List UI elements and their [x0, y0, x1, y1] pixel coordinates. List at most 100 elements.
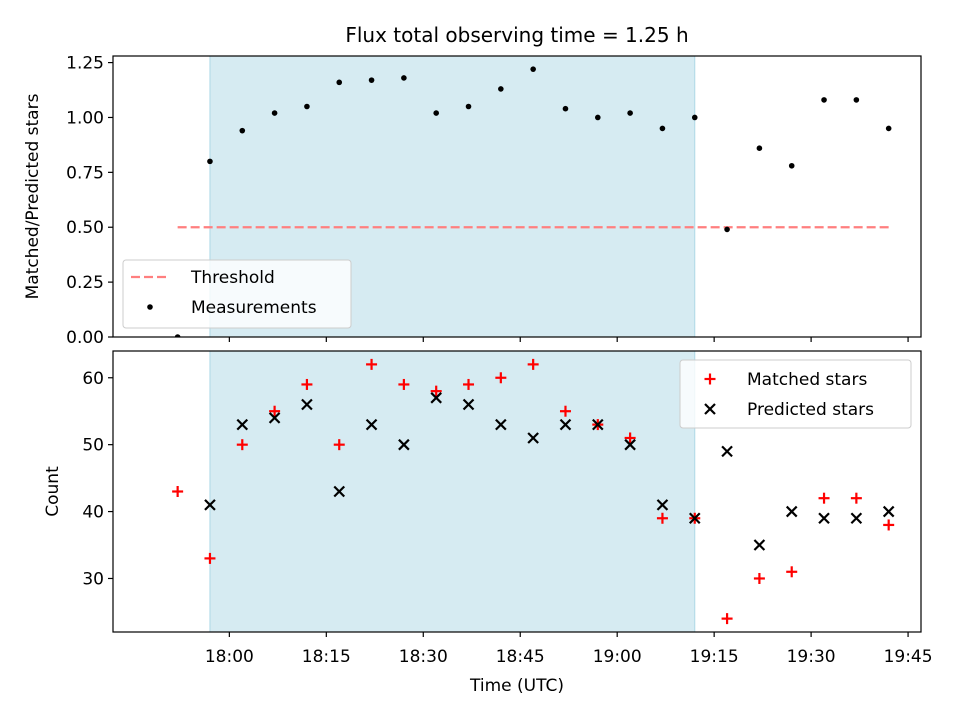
- predicted-star-point: [721, 445, 733, 458]
- matched-star-point: [269, 405, 281, 417]
- measurement-point: [724, 226, 730, 233]
- predicted-star-point: [527, 432, 539, 444]
- legend-label: Threshold: [190, 268, 275, 288]
- predicted-star-point: [850, 512, 863, 525]
- measurement-point: [595, 114, 601, 121]
- bottom-shaded-interval: [209, 350, 696, 633]
- predicted-star-point: [785, 505, 798, 518]
- predicted-star-point: [882, 505, 895, 518]
- matched-star-point: [333, 439, 345, 451]
- matched-star-point: [301, 378, 313, 390]
- measurement-point: [530, 66, 536, 72]
- matched-star-point: [172, 486, 184, 497]
- matched-star-point: [398, 378, 410, 390]
- predicted-star-point: [365, 418, 378, 431]
- measurement-point: [691, 114, 698, 121]
- measurement-point: [336, 79, 343, 86]
- top-y-tick-label: 1.00: [66, 108, 104, 128]
- top-data-marks: [174, 66, 892, 337]
- x-tick-label: 19:00: [593, 647, 642, 667]
- measurement-point: [304, 103, 310, 110]
- x-axis-label: Time (UTC): [469, 676, 564, 696]
- measurement-point: [659, 125, 666, 132]
- legend-measurement-swatch: [147, 304, 153, 310]
- bottom-panel: 30 40 50 60 18:00 18:15 18:30 18:45 19:00 19:15 19…: [43, 350, 933, 667]
- legend-label: Measurements: [191, 298, 317, 318]
- measurement-point: [368, 77, 375, 83]
- predicted-star-point: [301, 398, 313, 411]
- measurement-point: [465, 103, 472, 110]
- x-tick-label: 18:00: [205, 647, 254, 667]
- bottom-y-tick-label: 40: [82, 503, 104, 523]
- top-y-axis-label: Matched/Predicted stars: [23, 93, 43, 299]
- top-y-tick-label: 0.50: [66, 218, 104, 238]
- chart-title: Flux total observing time = 1.25 h: [345, 23, 688, 47]
- predicted-star-point: [430, 392, 442, 404]
- matched-star-point: [430, 385, 442, 397]
- top-y-tick-label: 0.75: [66, 163, 104, 183]
- measurement-point: [627, 110, 633, 116]
- measurement-point: [498, 86, 504, 92]
- matched-star-point: [721, 613, 733, 625]
- predicted-star-point: [268, 412, 281, 424]
- bottom-legend: Matched stars Predicted stars: [679, 359, 912, 429]
- predicted-star-point: [495, 418, 507, 431]
- measurement-point: [885, 125, 892, 132]
- predicted-star-point: [204, 499, 216, 511]
- x-tick-label: 18:15: [302, 647, 351, 667]
- bottom-y-axis-label: Count: [43, 466, 63, 517]
- measurement-point: [853, 97, 860, 103]
- predicted-star-point: [559, 418, 572, 431]
- legend-label: Matched stars: [747, 370, 867, 390]
- x-tick-label: 19:15: [690, 647, 739, 667]
- bottom-y-tick-label: 50: [82, 436, 104, 456]
- matched-star-point: [850, 492, 862, 504]
- top-y-tick-label: 1.25: [66, 54, 104, 74]
- top-y-tick-label: 0.00: [66, 328, 104, 348]
- matched-star-point: [495, 372, 507, 384]
- matched-star-point: [527, 358, 539, 370]
- x-tick-label: 19:45: [884, 647, 933, 667]
- measurement-point: [433, 110, 440, 116]
- measurement-point: [401, 75, 407, 81]
- matched-star-point: [624, 432, 636, 444]
- predicted-star-point: [333, 485, 346, 498]
- bottom-data-marks: [172, 358, 895, 625]
- predicted-star-point: [624, 438, 636, 451]
- predicted-star-point: [398, 438, 410, 451]
- predicted-star-point: [592, 418, 604, 431]
- predicted-star-point: [462, 398, 475, 411]
- matched-star-point: [463, 378, 475, 390]
- matched-star-point: [236, 439, 248, 451]
- measurement-point: [174, 334, 181, 337]
- measurement-point: [271, 110, 278, 116]
- predicted-star-point: [656, 499, 669, 511]
- x-tick-label: 18:30: [399, 647, 448, 667]
- legend-matched-swatch: [704, 373, 716, 385]
- matched-star-point: [656, 512, 668, 524]
- measurement-point: [207, 158, 213, 165]
- top-legend: Threshold Measurements: [122, 259, 352, 329]
- top-panel: 0.00 0.25 0.50 0.75 1.00 1.25 Matched/Predicte…: [23, 54, 922, 348]
- predicted-star-point: [236, 418, 249, 431]
- measurement-point: [239, 127, 246, 134]
- matched-star-point: [786, 566, 798, 578]
- top-y-tick-label: 0.25: [66, 273, 104, 293]
- measurement-point: [821, 97, 827, 103]
- matched-star-point: [818, 492, 830, 504]
- matched-star-point: [366, 358, 378, 370]
- predicted-star-point: [688, 512, 701, 525]
- matched-star-point: [753, 572, 765, 584]
- matched-star-point: [204, 552, 216, 564]
- matched-star-point: [559, 405, 571, 417]
- matched-star-point: [883, 519, 895, 531]
- legend-label: Predicted stars: [747, 400, 874, 420]
- x-tick-label: 19:30: [787, 647, 836, 667]
- x-tick-label: 18:45: [496, 647, 545, 667]
- bottom-y-tick-label: 60: [82, 369, 104, 389]
- measurement-point: [562, 105, 569, 112]
- legend-predicted-swatch: [704, 403, 716, 415]
- measurement-point: [788, 162, 795, 169]
- bottom-y-tick-label: 30: [82, 569, 104, 589]
